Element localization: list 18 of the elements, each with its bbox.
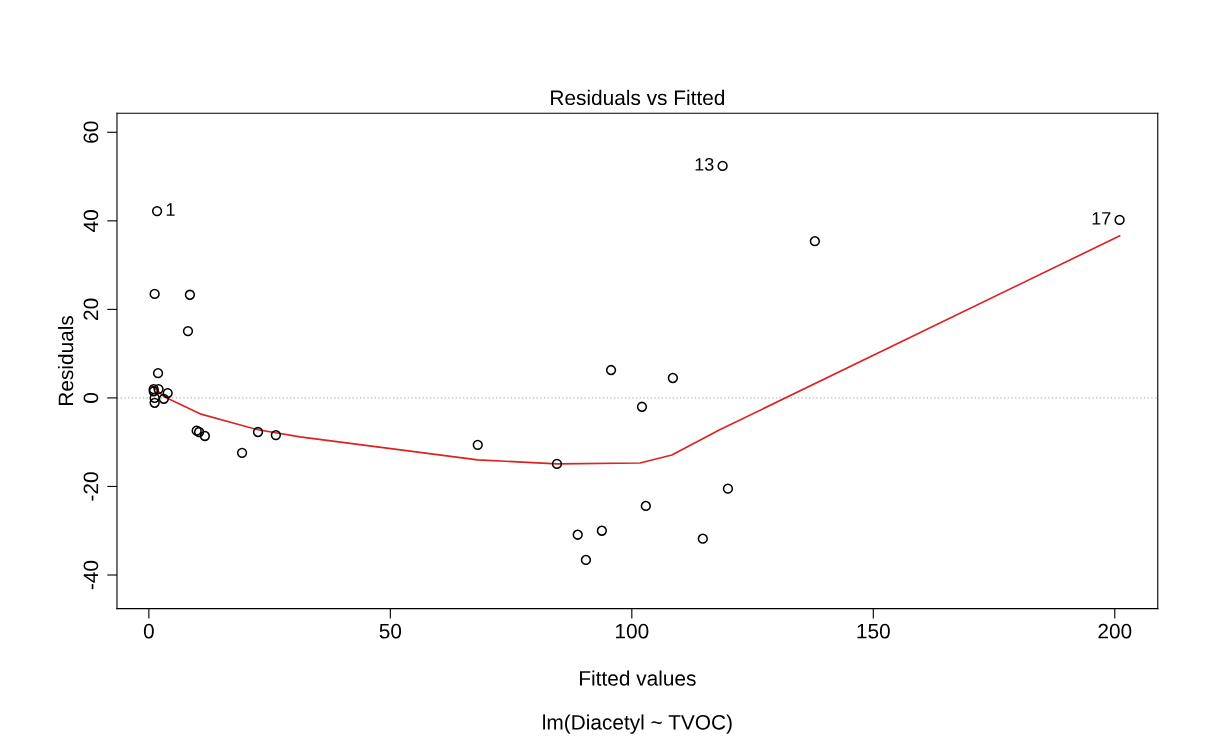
x-tick-label: 150 xyxy=(857,623,890,639)
y-axis-title: Residuals xyxy=(58,315,74,405)
text: lm(Diacetyl ~ TVOC) xyxy=(543,714,732,734)
x-tick-label: 0 xyxy=(143,623,154,639)
annotation: 13 xyxy=(695,157,714,171)
x-tick-label: 200 xyxy=(1098,623,1132,639)
y-tick-label: 40 xyxy=(83,210,99,232)
y-tick-label: -20 xyxy=(83,472,99,501)
y-tick-label: -40 xyxy=(83,560,99,590)
x-tick-label: 100 xyxy=(616,623,649,639)
annotation: 17 xyxy=(1092,212,1111,225)
y-tick-label: 60 xyxy=(83,121,99,143)
x-axis-title: Fitted values xyxy=(580,670,696,686)
y-tick-label: 0 xyxy=(83,392,99,403)
chart-title: Residuals vs Fitted xyxy=(551,89,725,106)
annotation: 1 xyxy=(166,203,175,216)
x-tick-label: 50 xyxy=(379,623,402,639)
y-tick-label: 20 xyxy=(83,298,99,320)
